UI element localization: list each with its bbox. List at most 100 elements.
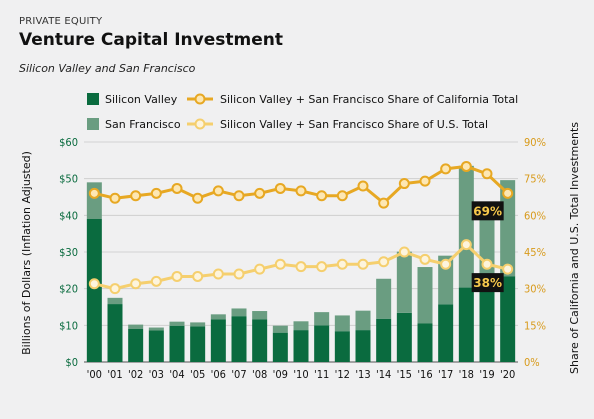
ca-share-point bbox=[378, 197, 390, 209]
bar-silicon-valley bbox=[417, 323, 433, 362]
bar-silicon-valley bbox=[479, 283, 495, 362]
ca-share-point bbox=[419, 175, 431, 187]
x-tick-label: '14 bbox=[376, 368, 391, 381]
ca-share-point bbox=[460, 160, 472, 172]
callout-label: 38% bbox=[473, 276, 502, 290]
bar-silicon-valley bbox=[107, 304, 123, 362]
callout-box bbox=[471, 273, 504, 293]
us-share-point bbox=[192, 270, 204, 282]
x-tick-label: '04 bbox=[169, 368, 184, 381]
ca-share-point bbox=[192, 192, 204, 204]
bar-silicon-valley bbox=[169, 325, 185, 362]
x-tick-label: '07 bbox=[231, 368, 246, 381]
bar-silicon-valley bbox=[231, 316, 247, 362]
us-share-point bbox=[419, 253, 431, 265]
right-tick-label: 0% bbox=[524, 356, 540, 369]
bar-san-francisco bbox=[252, 311, 268, 320]
us-share-point bbox=[233, 268, 245, 280]
us-share-point bbox=[274, 258, 286, 270]
chart-subtitle: Silicon Valley and San Francisco bbox=[19, 62, 196, 75]
left-tick-label: $20 bbox=[59, 283, 78, 296]
ca-share-point bbox=[130, 190, 142, 202]
bar-san-francisco bbox=[458, 165, 474, 288]
legend-label-us-share: Silicon Valley + San Francisco Share of … bbox=[220, 118, 488, 131]
x-tick-label: '09 bbox=[273, 368, 288, 381]
x-tick-label: '02 bbox=[128, 368, 143, 381]
ca-share-point bbox=[212, 185, 224, 197]
right-tick-label: 75% bbox=[524, 173, 546, 186]
chart-title: Venture Capital Investment bbox=[19, 30, 283, 50]
ca-share-point bbox=[171, 182, 183, 194]
ca-share-point bbox=[336, 190, 348, 202]
bar-silicon-valley bbox=[148, 330, 164, 362]
left-tick-label: $50 bbox=[59, 173, 78, 186]
x-tick-label: '16 bbox=[417, 368, 432, 381]
left-tick-label: $30 bbox=[59, 246, 78, 259]
bar-silicon-valley bbox=[314, 325, 330, 362]
x-tick-label: '03 bbox=[149, 368, 164, 381]
legend-label-san-francisco: San Francisco bbox=[105, 118, 181, 131]
ca-share-point bbox=[274, 182, 286, 194]
legend: Silicon Valley San Francisco Silicon Val… bbox=[87, 93, 518, 131]
ca-share-point bbox=[88, 187, 100, 199]
bar-silicon-valley bbox=[334, 331, 350, 362]
bar-silicon-valley bbox=[500, 276, 516, 362]
x-tick-label: '12 bbox=[335, 368, 350, 381]
x-tick-label: '05 bbox=[190, 368, 205, 381]
left-tick-label: $0 bbox=[65, 356, 78, 369]
ca-share-point bbox=[440, 163, 452, 175]
bar-san-francisco bbox=[355, 310, 371, 331]
us-share-point bbox=[130, 278, 142, 290]
bar-san-francisco bbox=[314, 312, 330, 326]
left-axis-ticks: $0 $10 $20 $30 $40 $50 $60 bbox=[59, 136, 78, 369]
right-tick-label: 60% bbox=[524, 209, 546, 222]
right-axis-ticks: 0% 15% 30% 45% 60% 75% 90% bbox=[524, 136, 546, 369]
bar-series bbox=[86, 165, 516, 362]
left-tick-label: $60 bbox=[59, 136, 78, 149]
ca-share-point bbox=[109, 192, 121, 204]
bar-silicon-valley bbox=[252, 319, 268, 362]
legend-marker-ca-share bbox=[194, 93, 206, 105]
ca-share-point bbox=[502, 187, 514, 199]
legend-marker-us-share bbox=[194, 118, 206, 130]
ca-share-point bbox=[150, 187, 162, 199]
left-tick-label: $40 bbox=[59, 209, 78, 222]
right-tick-label: 15% bbox=[524, 319, 546, 332]
x-tick-label: '11 bbox=[314, 368, 329, 381]
x-tick-label: '10 bbox=[293, 368, 308, 381]
right-axis-title: Share of California and U.S. Total Inves… bbox=[568, 122, 581, 374]
us-share-point bbox=[254, 263, 266, 275]
bar-silicon-valley bbox=[396, 312, 412, 362]
bar-san-francisco bbox=[376, 278, 392, 319]
us-share-point bbox=[460, 239, 472, 251]
x-tick-label: '20 bbox=[500, 368, 515, 381]
callout-label: 69% bbox=[473, 204, 502, 218]
callout-box bbox=[471, 201, 504, 221]
bar-silicon-valley bbox=[376, 318, 392, 362]
us-share-point bbox=[150, 275, 162, 287]
right-tick-label: 45% bbox=[524, 246, 546, 259]
bar-san-francisco bbox=[190, 322, 206, 327]
bar-silicon-valley bbox=[86, 219, 102, 362]
us-share-point bbox=[295, 261, 307, 273]
legend-swatch-san-francisco bbox=[87, 118, 99, 130]
us-share-point bbox=[502, 263, 514, 275]
x-tick-label: '06 bbox=[211, 368, 226, 381]
legend-swatch-silicon-valley bbox=[87, 93, 99, 105]
bar-silicon-valley bbox=[458, 287, 474, 362]
bar-san-francisco bbox=[107, 297, 123, 305]
ca-share-point bbox=[398, 178, 410, 190]
x-tick-label: '15 bbox=[397, 368, 412, 381]
us-share-point bbox=[378, 256, 390, 268]
bar-san-francisco bbox=[272, 325, 288, 333]
bar-san-francisco bbox=[417, 267, 433, 324]
legend-label-ca-share: Silicon Valley + San Francisco Share of … bbox=[220, 93, 518, 106]
x-axis-ticks: '00 '01 '02 '03 '04 '05 '06 '07 '08 '09 '10 '11 '12 '… bbox=[87, 368, 516, 381]
us-share-point bbox=[316, 261, 328, 273]
bar-san-francisco bbox=[396, 251, 412, 313]
bar-san-francisco bbox=[148, 327, 164, 331]
bar-silicon-valley bbox=[190, 326, 206, 362]
us-share-point bbox=[481, 258, 493, 270]
bar-silicon-valley bbox=[210, 319, 226, 362]
